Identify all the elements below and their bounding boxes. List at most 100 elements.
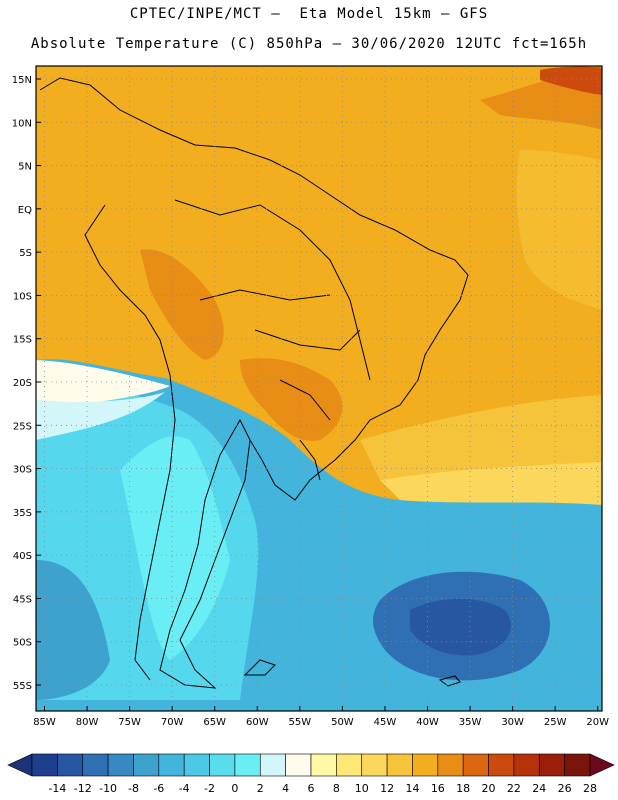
- legend-label: 26: [558, 782, 572, 795]
- lon-tick-label: 75W: [118, 717, 141, 728]
- temperature-field: [36, 66, 602, 711]
- legend-label: -14: [48, 782, 66, 795]
- legend-arrow-right: [589, 753, 615, 777]
- lat-tick-label: 5N: [18, 162, 32, 173]
- legend-label: -10: [99, 782, 117, 795]
- lat-tick-label: 25S: [13, 421, 32, 432]
- legend-label: -6: [153, 782, 164, 795]
- lat-tick-label: 5S: [19, 248, 32, 259]
- lat-tick-label: 15S: [13, 335, 32, 346]
- legend-swatch: [564, 753, 591, 777]
- lat-tick-label: EQ: [18, 205, 32, 216]
- graticule: [36, 66, 602, 711]
- lon-tick-label: 50W: [331, 717, 354, 728]
- legend-swatch: [538, 753, 565, 777]
- legend-label: 6: [308, 782, 315, 795]
- field-ocean-warm: [469, 120, 540, 254]
- field-hot-patch-1: [240, 358, 343, 441]
- field-base: [36, 66, 602, 711]
- lon-tick-label: 85W: [33, 717, 56, 728]
- lat-tick-label: 35S: [13, 508, 32, 519]
- lon-tick-label: 20W: [586, 717, 609, 728]
- legend-label: 2: [257, 782, 264, 795]
- legend-swatch: [361, 753, 388, 777]
- field-ice-fringe: [36, 392, 165, 440]
- field-hot-patch-2: [140, 249, 224, 360]
- legend-swatch: [183, 753, 210, 777]
- map-frame: [35, 65, 603, 712]
- field-cold-band: [36, 359, 602, 711]
- lon-tick-label: 60W: [246, 717, 269, 728]
- field-hot-core: [540, 66, 602, 95]
- legend-label: -12: [74, 782, 92, 795]
- legend-label: -4: [179, 782, 190, 795]
- field-hot-patch-3: [480, 66, 602, 130]
- field-gold-band: [360, 395, 602, 480]
- legend-swatch: [158, 753, 185, 777]
- lon-tick-label: 65W: [203, 717, 226, 728]
- legend-label: 20: [482, 782, 496, 795]
- field-west-cell: [36, 560, 110, 700]
- coastlines: [39, 77, 469, 689]
- field-cyan-core: [120, 436, 230, 660]
- latitude-labels: 15N 10N 5N EQ 5S 10S 15S 20S 25S 30S 35S 40S 45S 50S 5…: [12, 75, 32, 692]
- legend-label: 8: [333, 782, 340, 795]
- legend-swatch: [234, 753, 261, 777]
- legend-swatch: [488, 753, 515, 777]
- lat-tick-label: 20S: [13, 378, 32, 389]
- lat-tick-label: 30S: [13, 465, 32, 476]
- legend-swatch: [310, 753, 337, 777]
- lat-tick-label: 55S: [13, 681, 32, 692]
- field-pale-fringe: [36, 360, 170, 420]
- legend-label: -2: [204, 782, 215, 795]
- color-legend: -14 -12 -10 -8 -6 -4 -2 0 2 4 6 8 10 12 14 16 18 20 22 24 26…: [7, 753, 615, 795]
- lon-tick-label: 80W: [76, 717, 99, 728]
- lat-tick-label: 15N: [12, 75, 32, 86]
- legend-label: -8: [128, 782, 139, 795]
- lat-tick-label: 10N: [12, 118, 32, 129]
- legend-label: 24: [532, 782, 546, 795]
- legend-arrow-left: [7, 753, 33, 777]
- lon-tick-label: 70W: [161, 717, 184, 728]
- lon-tick-label: 40W: [416, 717, 439, 728]
- lon-tick-label: 25W: [544, 717, 567, 728]
- chart-title-line2: Absolute Temperature (C) 850hPa – 30/06/…: [30, 36, 588, 52]
- legend-swatch: [57, 753, 84, 777]
- field-yellow-band: [380, 460, 602, 505]
- lat-tick-label: 40S: [13, 551, 32, 562]
- legend-swatch: [31, 753, 58, 777]
- legend-swatch: [336, 753, 363, 777]
- legend-label: 28: [583, 782, 597, 795]
- lon-tick-label: 30W: [501, 717, 524, 728]
- legend-swatch: [209, 753, 236, 777]
- legend-swatch: [513, 753, 540, 777]
- lat-tick-label: 45S: [13, 594, 32, 605]
- longitude-labels: 85W 80W 75W 70W 65W 60W 55W 50W 45W 40W 35W 30W 25W 2…: [33, 717, 609, 728]
- legend-swatch: [259, 753, 286, 777]
- legend-label: 22: [507, 782, 521, 795]
- legend-swatch: [386, 753, 413, 777]
- lon-tick-label: 55W: [289, 717, 312, 728]
- lat-tick-label: 50S: [13, 638, 32, 649]
- legend-swatch: [462, 753, 489, 777]
- legend-label: 0: [231, 782, 238, 795]
- field-deep-cell: [373, 571, 550, 681]
- legend-swatch: [133, 753, 160, 777]
- legend-label: 4: [282, 782, 289, 795]
- legend-swatch: [82, 753, 109, 777]
- chart-title-line1: CPTEC/INPE/MCT – Eta Model 15km – GFS: [129, 6, 489, 22]
- legend-label: 14: [405, 782, 419, 795]
- lon-tick-label: 35W: [459, 717, 482, 728]
- legend-label: 18: [456, 782, 470, 795]
- legend-label: 16: [431, 782, 445, 795]
- legend-swatch: [107, 753, 134, 777]
- legend-swatch: [285, 753, 312, 777]
- legend-swatch: [437, 753, 464, 777]
- legend-label: 10: [355, 782, 369, 795]
- lat-tick-label: 10S: [13, 291, 32, 302]
- field-deeper-cell: [410, 598, 511, 656]
- field-atlantic-band: [516, 150, 602, 310]
- legend-swatch: [412, 753, 439, 777]
- field-cyan-patch: [36, 380, 259, 700]
